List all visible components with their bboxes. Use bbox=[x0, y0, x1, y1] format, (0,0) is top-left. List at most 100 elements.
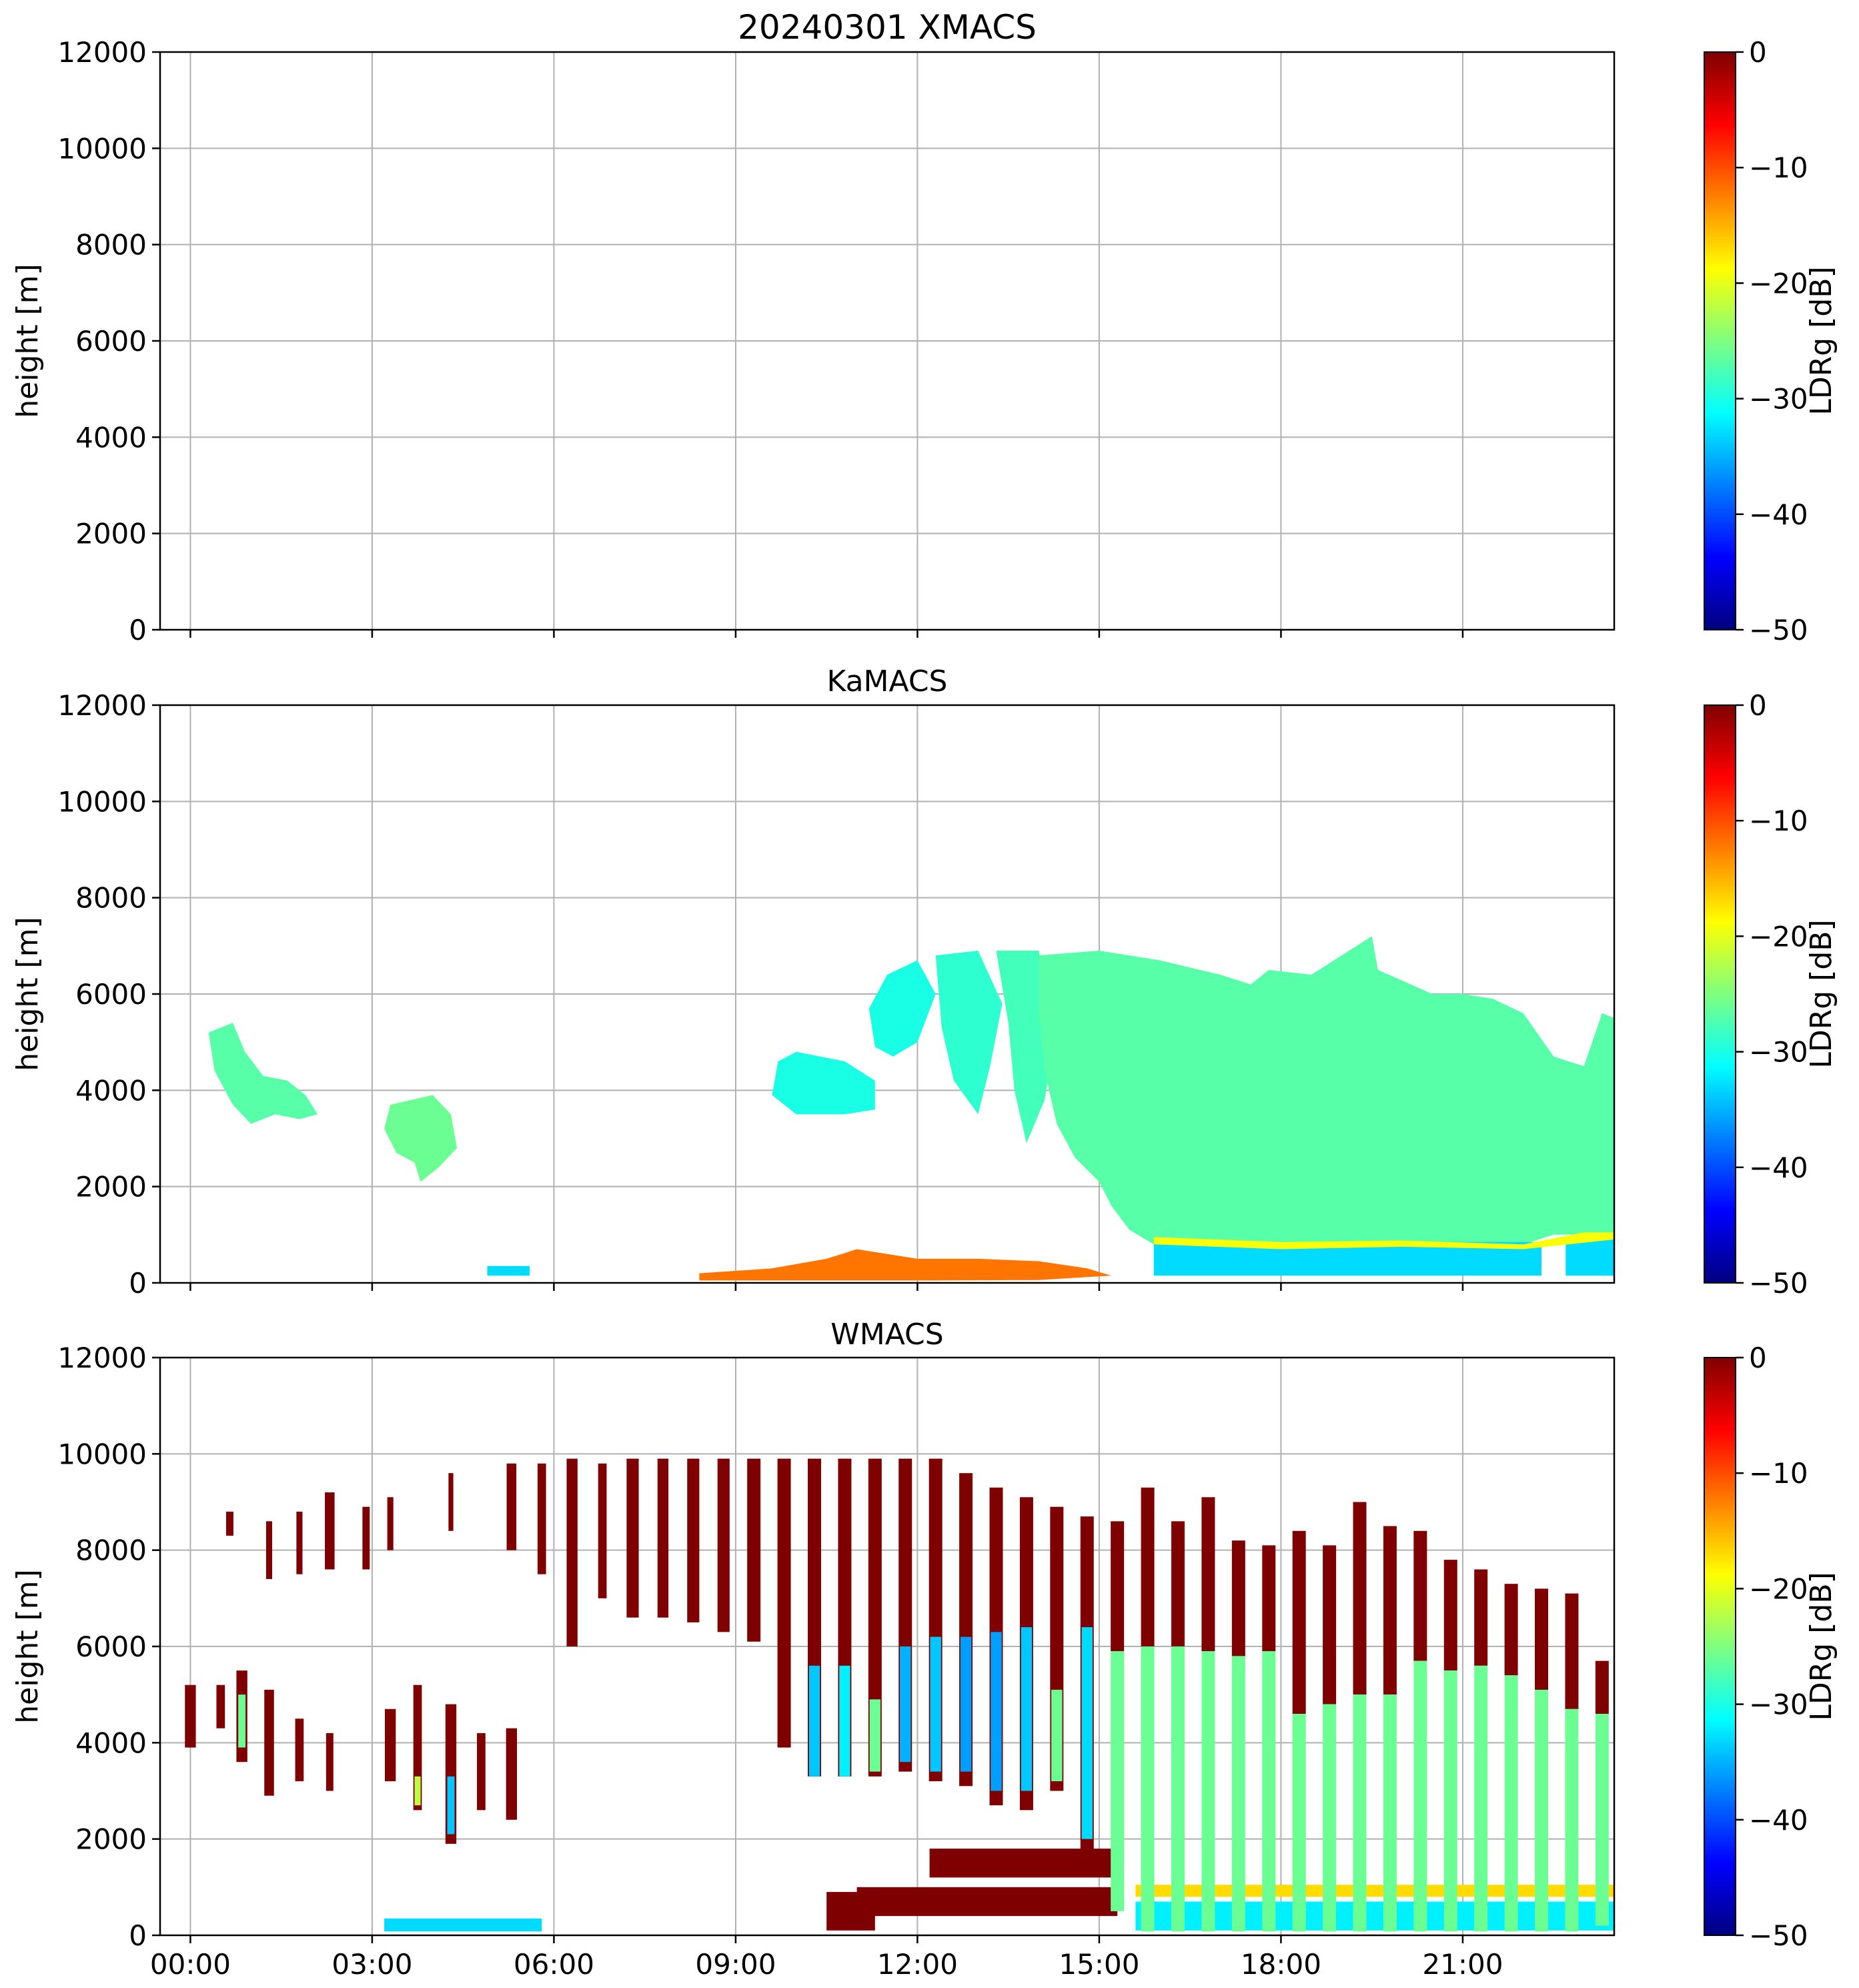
colorbar-tick-label: −20 bbox=[1749, 1572, 1808, 1605]
x-tick-label: 12:00 bbox=[877, 1948, 958, 1981]
colorbar-tick-label: −50 bbox=[1749, 1919, 1808, 1952]
echo-column bbox=[839, 1665, 850, 1777]
colorbar-label: LDRg [dB] bbox=[1804, 919, 1838, 1068]
y-axis-label: height [m] bbox=[11, 1569, 45, 1723]
echo-column bbox=[960, 1636, 972, 1772]
echo-column bbox=[1323, 1545, 1337, 1704]
echo-column bbox=[1201, 1651, 1215, 1932]
colorbar-tick-label: −30 bbox=[1749, 383, 1808, 416]
echo-column bbox=[1443, 1560, 1457, 1671]
echo-column bbox=[1201, 1497, 1215, 1652]
echo-column bbox=[1051, 1689, 1063, 1782]
colorbar-tick-label: −20 bbox=[1749, 920, 1808, 953]
colorbar-label: LDRg [dB] bbox=[1804, 1572, 1838, 1720]
echo-column bbox=[414, 1776, 421, 1806]
echo-column bbox=[295, 1718, 304, 1782]
echo-low-band-03h bbox=[384, 1918, 542, 1932]
colorbar-tick-label: −50 bbox=[1749, 614, 1808, 646]
panel-title: KaMACS bbox=[827, 664, 948, 698]
colorbar: 0 −10 −20 −30 −40 −50 LDRg [dB] bbox=[1704, 36, 1838, 646]
y-axis-label: height [m] bbox=[11, 917, 45, 1071]
echo-column bbox=[1413, 1660, 1427, 1932]
colorbar-tick-label: −10 bbox=[1749, 805, 1808, 837]
echo-column bbox=[362, 1506, 370, 1570]
colorbar-tick-label: −30 bbox=[1749, 1036, 1808, 1069]
colorbar-tick-label: −40 bbox=[1749, 498, 1808, 531]
echo-column bbox=[238, 1694, 246, 1748]
echo-column bbox=[777, 1458, 791, 1748]
echo-column bbox=[1535, 1689, 1548, 1932]
colorbar-tick-label: −10 bbox=[1749, 151, 1808, 184]
echo-low-band-13h bbox=[856, 1887, 1118, 1917]
echo-column bbox=[1383, 1526, 1397, 1695]
panel-kamacs: KaMACS 0 2000 4000 6000 8000 10000 12000 heigh… bbox=[11, 664, 1838, 1300]
echo-column bbox=[1171, 1521, 1185, 1646]
echo-low-band-16h bbox=[1153, 1241, 1541, 1276]
echo-early-cloud-a bbox=[208, 1023, 318, 1124]
y-axis-label: height [m] bbox=[11, 264, 45, 418]
echo-column bbox=[1565, 1708, 1579, 1932]
echo-layer bbox=[208, 936, 1614, 1281]
colorbar-tick-label: 0 bbox=[1749, 689, 1767, 722]
colorbar-gradient bbox=[1704, 51, 1736, 630]
echo-column bbox=[296, 1511, 303, 1574]
echo-early-cloud-b bbox=[384, 1095, 458, 1182]
colorbar-tick-label: −10 bbox=[1749, 1457, 1808, 1490]
x-tick-label: 15:00 bbox=[1059, 1948, 1139, 1981]
echo-column bbox=[1292, 1714, 1306, 1932]
echo-column bbox=[326, 1732, 334, 1791]
echo-column bbox=[265, 1521, 273, 1579]
y-tick-label: 0 bbox=[129, 614, 147, 646]
echo-column bbox=[930, 1636, 941, 1772]
echo-column bbox=[1323, 1704, 1337, 1932]
echo-column bbox=[447, 1776, 455, 1835]
y-tick-label: 6000 bbox=[75, 1630, 147, 1663]
echo-column bbox=[1535, 1588, 1548, 1690]
echo-column bbox=[1504, 1675, 1518, 1932]
echo-column bbox=[1595, 1714, 1609, 1926]
echo-clutter-10h bbox=[826, 1892, 875, 1931]
echo-column bbox=[717, 1458, 730, 1632]
echo-low-echo-05 bbox=[487, 1266, 530, 1276]
echo-column bbox=[566, 1458, 578, 1646]
echo-column bbox=[185, 1684, 196, 1748]
echo-column bbox=[537, 1463, 546, 1574]
echo-main-cloud bbox=[1039, 936, 1614, 1254]
colorbar: 0 −10 −20 −30 −40 −50 LDRg [dB] bbox=[1704, 689, 1838, 1300]
echo-clutter-09h bbox=[699, 1249, 1112, 1281]
echo-column bbox=[448, 1473, 454, 1531]
echo-column bbox=[1595, 1660, 1609, 1714]
echo-column bbox=[506, 1463, 517, 1550]
x-tick-label: 18:00 bbox=[1241, 1948, 1321, 1981]
echo-column bbox=[1081, 1627, 1093, 1839]
colorbar: 0 −10 −20 −30 −40 −50 LDRg [dB] bbox=[1704, 1342, 1838, 1952]
y-tick-label: 0 bbox=[129, 1919, 147, 1952]
figure-title: 20240301 XMACS bbox=[738, 8, 1037, 47]
x-tick-label: 06:00 bbox=[514, 1948, 594, 1981]
echo-column bbox=[1141, 1646, 1155, 1932]
echo-column bbox=[1171, 1646, 1185, 1932]
colorbar-tick-label: 0 bbox=[1749, 36, 1767, 69]
echo-column bbox=[1231, 1656, 1245, 1932]
echo-column bbox=[598, 1463, 607, 1598]
x-tick-label: 21:00 bbox=[1422, 1948, 1503, 1981]
y-axis: 0 2000 4000 6000 8000 10000 12000 bbox=[57, 689, 160, 1300]
x-axis-ticks bbox=[189, 630, 1464, 638]
echo-column bbox=[687, 1458, 700, 1622]
echo-fall-streak-11h bbox=[868, 960, 936, 1057]
colorbar-tick-label: −30 bbox=[1749, 1688, 1808, 1721]
echo-low-band-23h bbox=[1566, 1237, 1614, 1276]
echo-column bbox=[868, 1458, 882, 1777]
echo-column bbox=[1443, 1670, 1457, 1932]
colorbar-tick-label: 0 bbox=[1749, 1342, 1767, 1374]
y-axis: 0 2000 4000 6000 8000 10000 12000 bbox=[57, 36, 160, 646]
y-tick-label: 2000 bbox=[75, 518, 147, 550]
y-tick-label: 12000 bbox=[57, 689, 147, 722]
echo-column bbox=[1111, 1651, 1125, 1911]
echo-column bbox=[900, 1646, 911, 1763]
echo-column bbox=[1141, 1487, 1155, 1646]
echo-cloud-10h bbox=[772, 1051, 875, 1115]
x-tick-label: 00:00 bbox=[150, 1948, 231, 1981]
